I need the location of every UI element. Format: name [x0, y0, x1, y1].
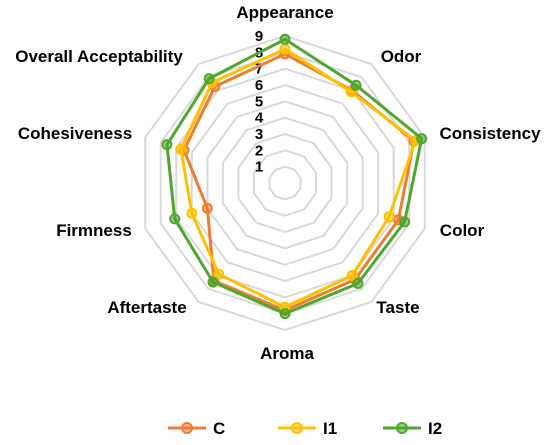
point-i2-aroma: [279, 308, 291, 320]
grid-ring-4: [221, 116, 349, 250]
tick-label-4: 4: [255, 110, 264, 127]
category-label-color: Color: [440, 221, 485, 240]
point-i2-appearance: [279, 33, 291, 45]
tick-label-5: 5: [255, 93, 263, 110]
category-label-cohesiveness: Cohesiveness: [18, 124, 132, 143]
point-i1-color: [383, 211, 395, 223]
tick-label-3: 3: [255, 126, 263, 143]
legend-item-c: C: [168, 419, 225, 438]
category-label-consistency: Consistency: [439, 124, 541, 143]
grid-ring-3: [237, 132, 333, 234]
category-label-firmness: Firmness: [56, 221, 132, 240]
point-i1-appearance: [279, 43, 291, 55]
point-i2-cohesiveness: [161, 139, 173, 151]
category-label-aftertaste: Aftertaste: [107, 298, 186, 317]
point-i2-odor: [350, 79, 362, 91]
legend-item-i2: I2: [383, 419, 442, 438]
grid-ring-2: [252, 149, 318, 217]
category-label-aroma: Aroma: [260, 344, 314, 363]
grid-ring-5: [206, 100, 364, 266]
tick-label-6: 6: [255, 77, 263, 94]
category-labels: Appearance Odor Consistency Color Taste Aroma…: [15, 3, 541, 363]
legend: C I1 I2: [168, 419, 442, 438]
tick-label-2: 2: [255, 142, 263, 159]
legend-label-i1: I1: [323, 419, 337, 438]
point-c-firmness: [201, 202, 213, 214]
point-i2-overall-acceptability: [203, 73, 215, 85]
grid-ring-6: [190, 83, 380, 283]
series-i2: [161, 33, 428, 320]
grid-ring-1: [268, 165, 302, 201]
series-layer: [161, 33, 428, 320]
grid-ring-9: [144, 34, 426, 332]
point-i1-taste: [346, 270, 358, 281]
tick-label-9: 9: [255, 28, 263, 45]
point-i2-aftertaste: [207, 276, 219, 288]
point-i1-cohesiveness: [175, 143, 187, 155]
tick-label-7: 7: [255, 61, 263, 78]
legend-swatch-marker-c: [181, 422, 193, 434]
point-i2-firmness: [169, 213, 181, 225]
point-i1-firmness: [186, 207, 198, 219]
legend-swatch-marker-i1: [291, 422, 303, 434]
category-label-taste: Taste: [376, 298, 419, 317]
category-label-appearance: Appearance: [236, 3, 333, 22]
tick-label-1: 1: [255, 159, 263, 176]
point-i1-aftertaste: [213, 268, 225, 280]
category-label-overall-acceptability: Overall Acceptability: [15, 47, 183, 66]
radar-grid: [144, 34, 426, 332]
legend-label-i2: I2: [428, 419, 442, 438]
point-i2-color: [399, 216, 411, 228]
point-i2-consistency: [416, 133, 428, 145]
point-i2-taste: [352, 277, 364, 289]
legend-swatch-marker-i2: [396, 422, 408, 434]
category-label-odor: Odor: [381, 47, 422, 66]
legend-label-c: C: [213, 419, 225, 438]
legend-item-i1: I1: [278, 419, 337, 438]
